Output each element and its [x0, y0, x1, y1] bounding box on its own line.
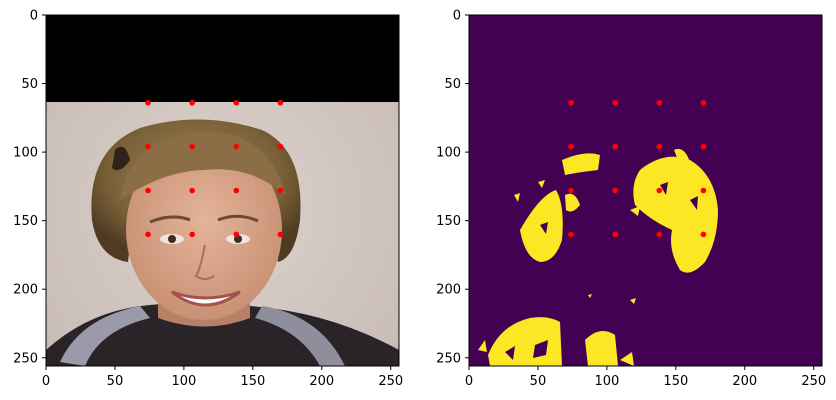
right-ytick-label: 250 [436, 351, 461, 366]
left-xtick-label: 200 [309, 374, 334, 389]
right-scatter-point [568, 231, 574, 238]
left-ticks: 0 50 100 150 200 250 0 50 100 150 200 250 [13, 9, 403, 390]
right-ytick-label: 150 [436, 214, 461, 229]
nose [194, 244, 215, 280]
left-scatter-point [189, 231, 195, 238]
right-scatter-point [700, 99, 707, 106]
left-xtick-label: 0 [42, 374, 50, 389]
right-axes-frame [468, 14, 823, 367]
right-xtick-label: 50 [530, 374, 547, 389]
left-ytick-label: 150 [13, 214, 38, 229]
mask-holes [505, 182, 698, 360]
right-ticks: 0 50 100 150 200 250 0 50 100 150 200 250 [436, 9, 826, 390]
right-scatter-point [656, 143, 663, 150]
right-scatter-point [568, 99, 574, 106]
left-ytick-label: 0 [30, 9, 38, 24]
hair-dark-tuft [112, 146, 130, 171]
masked-band [46, 15, 399, 102]
right-scatter-point [568, 187, 574, 194]
left-scatter-point [145, 143, 151, 150]
right-scatter-point [612, 187, 618, 194]
right-xtick-label: 0 [465, 374, 473, 389]
right-panel: 0 50 100 150 200 250 0 50 100 150 200 250 [436, 9, 826, 390]
left-points [145, 99, 284, 238]
right-ytick-label: 50 [444, 77, 461, 92]
smile [171, 290, 241, 307]
right-scatter-point [700, 143, 707, 150]
left-scatter-point [145, 231, 151, 238]
right-xtick-label: 250 [801, 374, 826, 389]
left-scatter-point [277, 99, 284, 106]
left-xtick-label: 250 [378, 374, 403, 389]
left-scatter-point [189, 99, 195, 106]
left-ytick-label: 50 [21, 77, 38, 92]
left-eyebrow [149, 215, 191, 224]
left-scatter-point [145, 99, 151, 106]
left-scatter-point [233, 187, 240, 194]
left-scatter-point [189, 143, 195, 150]
left-ytick-label: 200 [13, 283, 38, 298]
right-xtick-label: 200 [732, 374, 757, 389]
right-scatter-point [656, 99, 663, 106]
left-scatter-point [277, 231, 284, 238]
left-ytick-label: 100 [13, 146, 38, 161]
left-scatter-point [145, 187, 151, 194]
left-scatter-point [233, 143, 240, 150]
left-ytick-label: 250 [13, 351, 38, 366]
right-ytick-label: 0 [453, 9, 461, 24]
right-mask-image [469, 15, 822, 366]
right-scatter-point [656, 187, 663, 194]
left-scatter-point [233, 99, 240, 106]
left-xtick-label: 100 [171, 374, 196, 389]
right-scatter-point [656, 231, 663, 238]
right-xtick-label: 100 [594, 374, 619, 389]
suit-collar-left [60, 306, 150, 366]
right-points [568, 99, 707, 238]
right-scatter-point [612, 143, 618, 150]
right-scatter-point [700, 231, 707, 238]
left-scatter-point [277, 187, 284, 194]
left-scatter-point [189, 187, 195, 194]
hair-bangs [120, 132, 285, 200]
right-ytick-label: 100 [436, 146, 461, 161]
right-xtick-label: 150 [663, 374, 688, 389]
left-xtick-label: 150 [240, 374, 265, 389]
left-axes-frame [45, 14, 400, 367]
left-photo [46, 15, 399, 366]
suit-collar-right [255, 306, 345, 366]
left-xtick-label: 50 [107, 374, 124, 389]
right-eyebrow [217, 214, 259, 223]
face [126, 140, 282, 320]
right-ytick-label: 200 [436, 283, 461, 298]
right-scatter-point [700, 187, 707, 194]
left-scatter-point [233, 231, 240, 238]
right-scatter-point [612, 231, 618, 238]
right-scatter-point [612, 99, 618, 106]
left-scatter-point [277, 143, 284, 150]
right-scatter-point [568, 143, 574, 150]
left-panel: 0 50 100 150 200 250 0 50 100 150 200 250 [13, 9, 403, 390]
